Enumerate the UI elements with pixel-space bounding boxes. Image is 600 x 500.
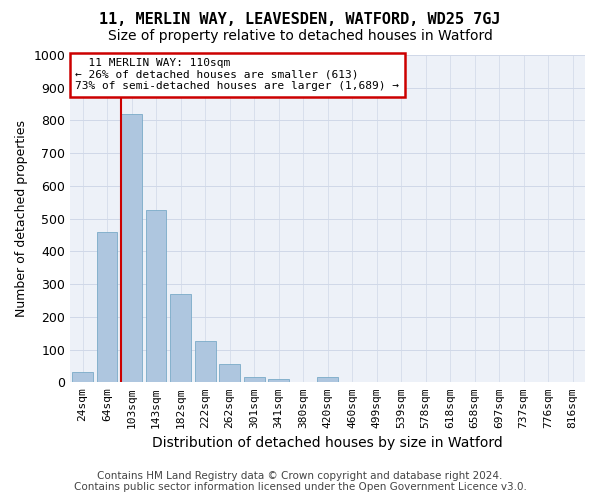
Bar xyxy=(72,372,93,382)
Text: 11 MERLIN WAY: 110sqm
← 26% of detached houses are smaller (613)
73% of semi-det: 11 MERLIN WAY: 110sqm ← 26% of detached … xyxy=(76,58,400,92)
Bar xyxy=(121,114,142,382)
Bar xyxy=(97,232,118,382)
Bar xyxy=(244,378,265,382)
Bar xyxy=(219,364,240,382)
Text: Size of property relative to detached houses in Watford: Size of property relative to detached ho… xyxy=(107,29,493,43)
Text: Contains HM Land Registry data © Crown copyright and database right 2024.
Contai: Contains HM Land Registry data © Crown c… xyxy=(74,471,526,492)
Bar xyxy=(317,378,338,382)
X-axis label: Distribution of detached houses by size in Watford: Distribution of detached houses by size … xyxy=(152,436,503,450)
Bar xyxy=(170,294,191,382)
Bar xyxy=(268,379,289,382)
Y-axis label: Number of detached properties: Number of detached properties xyxy=(15,120,28,317)
Bar xyxy=(146,210,166,382)
Bar xyxy=(194,342,215,382)
Text: 11, MERLIN WAY, LEAVESDEN, WATFORD, WD25 7GJ: 11, MERLIN WAY, LEAVESDEN, WATFORD, WD25… xyxy=(99,12,501,28)
